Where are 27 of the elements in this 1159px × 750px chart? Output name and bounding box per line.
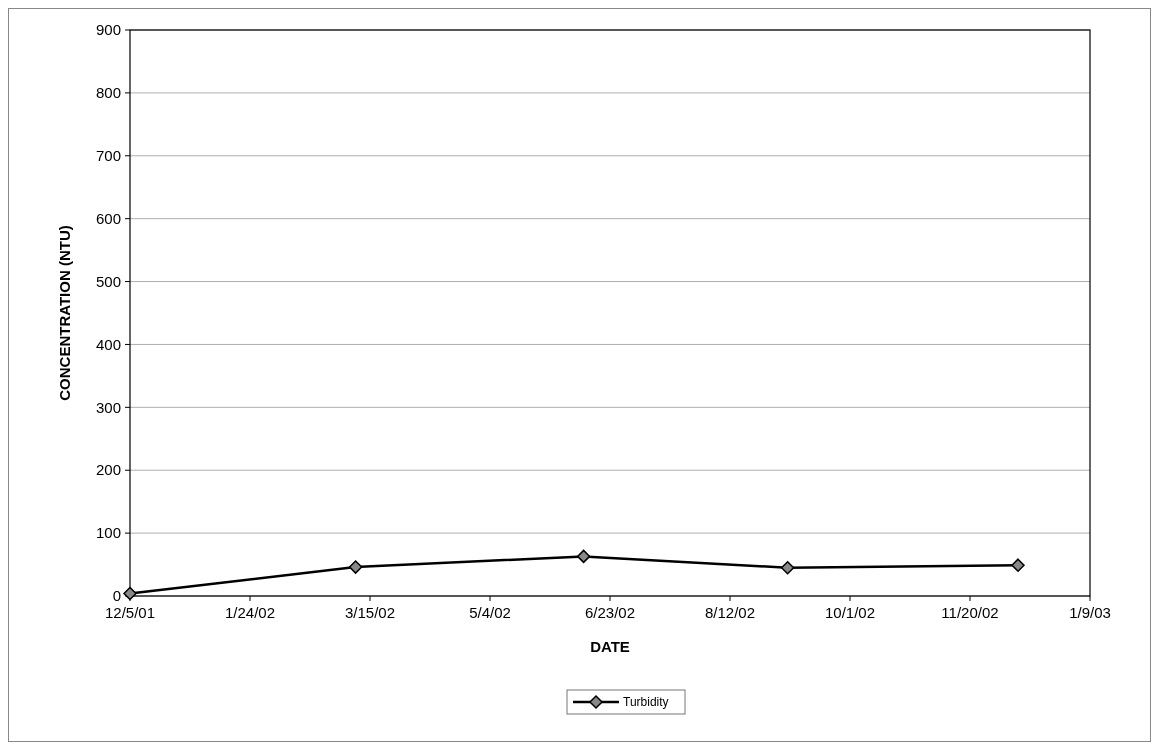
x-tick-label: 3/15/02 — [344, 604, 396, 621]
y-tick-label: 300 — [95, 398, 121, 416]
y-tick-label: 800 — [95, 84, 121, 102]
point — [576, 549, 591, 564]
x-tick-label: 6/23/02 — [584, 604, 636, 621]
point — [123, 586, 137, 601]
x-tick-label: 1/9/03 — [1069, 604, 1111, 621]
x-tick-label: 12/5/01 — [104, 604, 156, 621]
point — [780, 560, 795, 575]
x-axis-title: DATE — [590, 638, 630, 655]
y-tick-label: 0 — [112, 587, 121, 605]
point — [348, 560, 363, 574]
x-tick-label: 11/20/02 — [941, 604, 999, 621]
point — [1011, 558, 1025, 572]
x-tick-label: 10/1/02 — [824, 604, 876, 621]
y-tick-label: 500 — [95, 272, 121, 290]
y-tick-label: 100 — [95, 524, 121, 542]
y-axis-title: CONCENTRATION (NTU) — [56, 225, 73, 401]
x-tick-label: 8/12/02 — [704, 604, 756, 621]
y-tick-label: 600 — [95, 209, 121, 227]
y-tick-label: 900 — [95, 21, 121, 39]
y-tick-label: 700 — [95, 147, 121, 165]
y-tick-label: 400 — [95, 335, 121, 353]
x-tick-label: 5/4/02 — [469, 604, 511, 621]
x-tick-label: 1/24/02 — [224, 604, 276, 621]
y-tick-label: 200 — [95, 461, 121, 479]
legend-label: Turbidity — [623, 695, 669, 710]
